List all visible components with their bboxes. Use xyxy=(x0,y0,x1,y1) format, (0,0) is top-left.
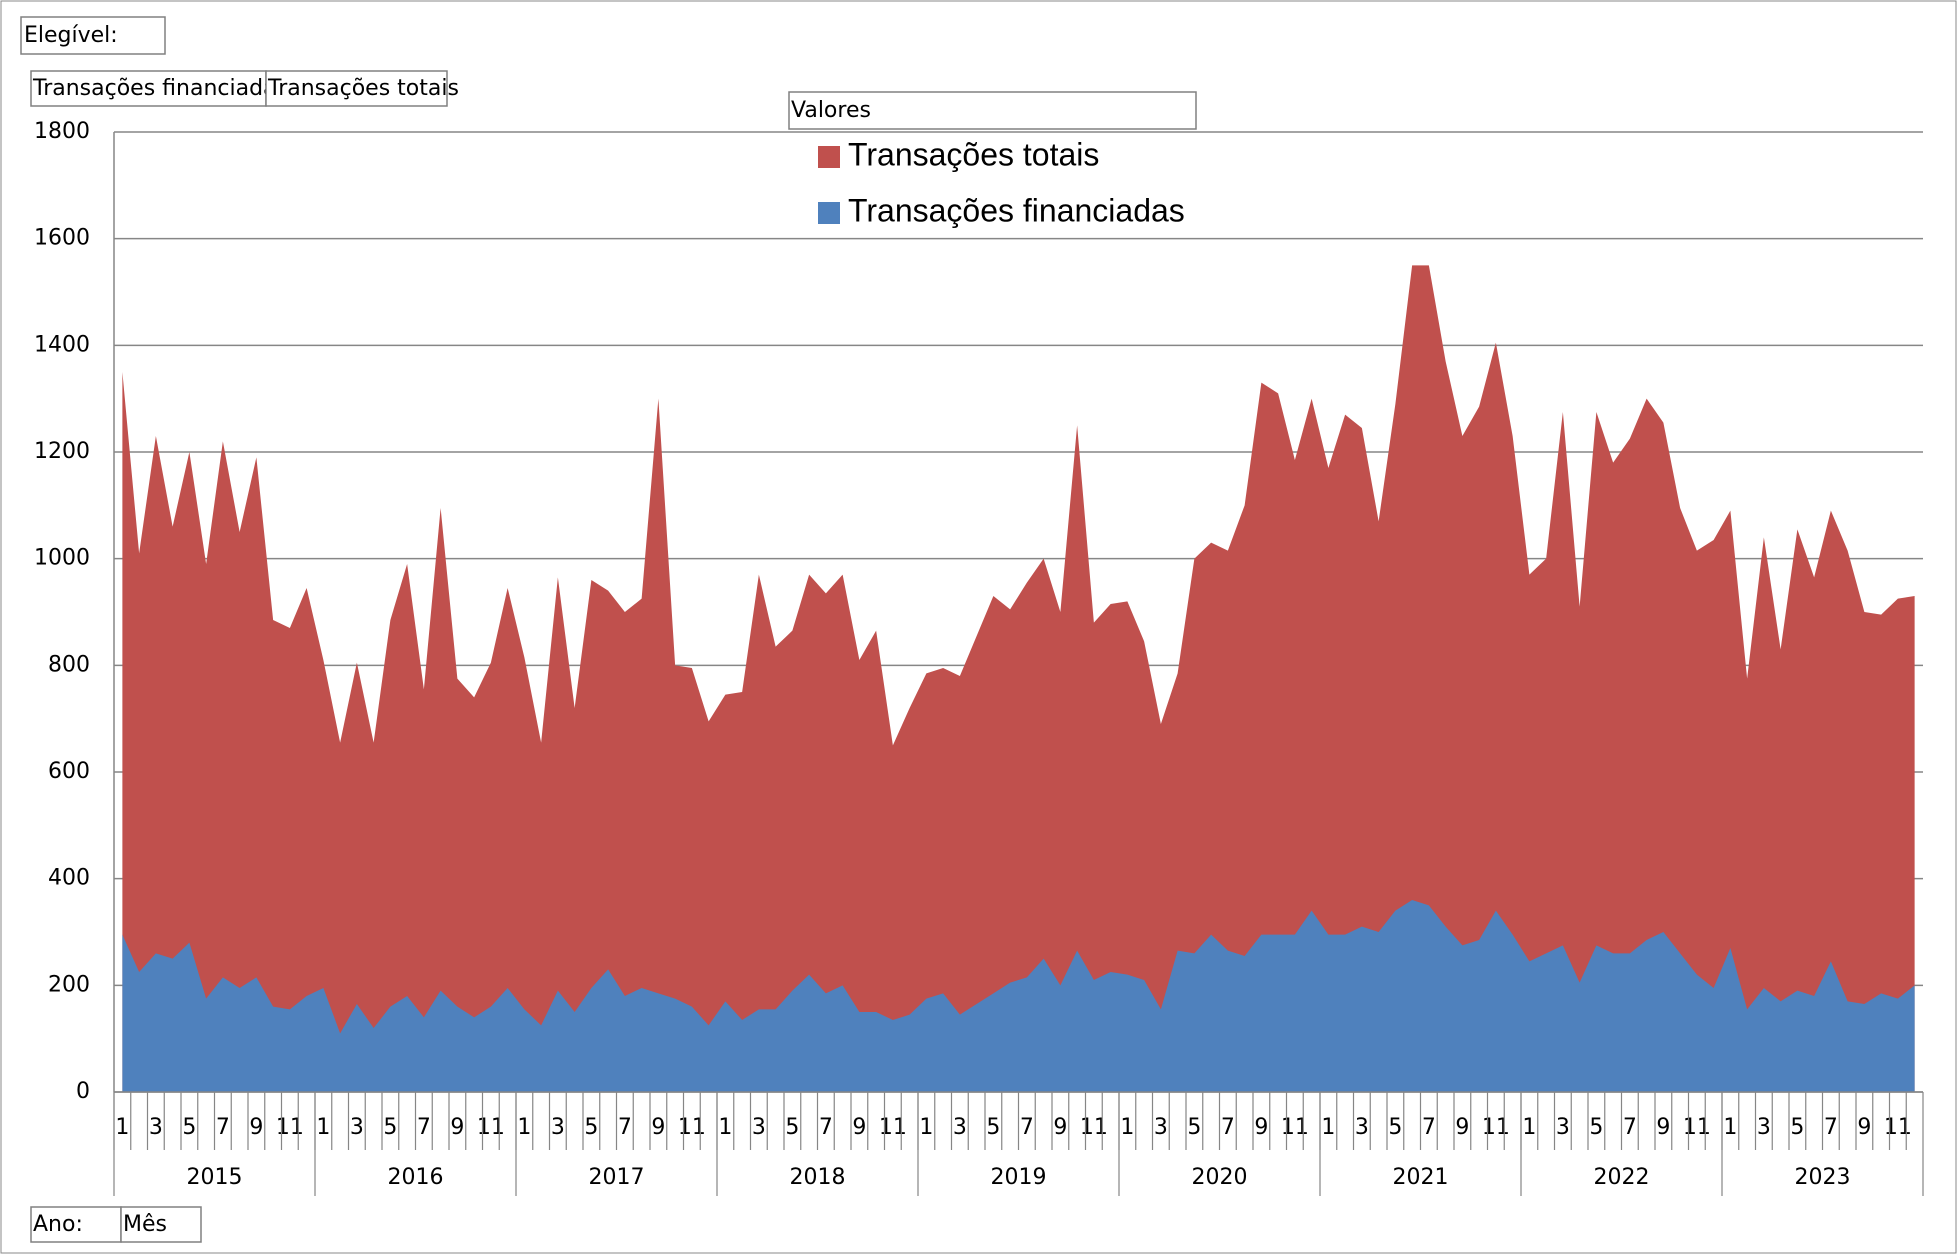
field-button[interactable] xyxy=(265,70,448,107)
x-tick-label: 11 xyxy=(1482,1115,1510,1140)
x-tick-label: 1 xyxy=(316,1115,330,1140)
x-tick-label: 11 xyxy=(1281,1115,1309,1140)
year-label: 2020 xyxy=(1192,1165,1248,1190)
y-tick-label: 400 xyxy=(48,866,90,891)
x-tick-label: 1 xyxy=(1723,1115,1737,1140)
year-label: 2023 xyxy=(1795,1165,1851,1190)
x-tick-label: 1 xyxy=(1522,1115,1536,1140)
y-tick-label: 600 xyxy=(48,759,90,784)
x-tick-label: 1 xyxy=(1321,1115,1335,1140)
x-tick-label: 9 xyxy=(1857,1115,1871,1140)
y-tick-label: 1600 xyxy=(34,226,90,251)
x-tick-label: 7 xyxy=(618,1115,632,1140)
x-tick-label: 3 xyxy=(350,1115,364,1140)
year-label: 2018 xyxy=(790,1165,846,1190)
x-tick-label: 11 xyxy=(276,1115,304,1140)
x-tick-label: 5 xyxy=(584,1115,598,1140)
x-tick-label: 7 xyxy=(819,1115,833,1140)
field-button-label: Transações financiadas xyxy=(32,76,288,101)
year-label: 2021 xyxy=(1393,1165,1449,1190)
filter-button[interactable] xyxy=(20,16,166,55)
x-tick-label: 11 xyxy=(1884,1115,1912,1140)
legend-swatch xyxy=(818,202,840,224)
y-tick-label: 1200 xyxy=(34,439,90,464)
year-label: 2022 xyxy=(1594,1165,1650,1190)
x-tick-label: 11 xyxy=(1683,1115,1711,1140)
y-tick-label: 1800 xyxy=(34,119,90,144)
axis-field-label: Ano: xyxy=(33,1212,83,1237)
x-tick-label: 9 xyxy=(651,1115,665,1140)
y-tick-label: 1000 xyxy=(34,546,90,571)
x-tick-label: 3 xyxy=(1757,1115,1771,1140)
x-tick-label: 3 xyxy=(1154,1115,1168,1140)
x-tick-label: 1 xyxy=(115,1115,129,1140)
x-tick-label: 7 xyxy=(1824,1115,1838,1140)
x-tick-label: 3 xyxy=(149,1115,163,1140)
x-tick-label: 5 xyxy=(785,1115,799,1140)
x-tick-label: 3 xyxy=(752,1115,766,1140)
x-tick-label: 9 xyxy=(1455,1115,1469,1140)
x-tick-label: 9 xyxy=(1656,1115,1670,1140)
x-tick-label: 1 xyxy=(1120,1115,1134,1140)
axis-field-label: Mês xyxy=(123,1212,167,1237)
x-tick-label: 7 xyxy=(216,1115,230,1140)
x-tick-label: 5 xyxy=(986,1115,1000,1140)
x-tick-label: 5 xyxy=(182,1115,196,1140)
x-tick-label: 5 xyxy=(383,1115,397,1140)
x-tick-label: 5 xyxy=(1187,1115,1201,1140)
x-tick-label: 9 xyxy=(1053,1115,1067,1140)
x-tick-label: 1 xyxy=(919,1115,933,1140)
area xyxy=(122,900,1915,1092)
x-tick-label: 1 xyxy=(718,1115,732,1140)
legend-label: Transações totais xyxy=(848,136,1099,172)
x-tick-label: 7 xyxy=(1623,1115,1637,1140)
x-tick-label: 9 xyxy=(1254,1115,1268,1140)
values-button[interactable] xyxy=(788,91,1197,130)
field-button-label: Transações totais xyxy=(267,76,459,101)
x-tick-label: 11 xyxy=(678,1115,706,1140)
x-tick-label: 7 xyxy=(417,1115,431,1140)
axis-field-button[interactable] xyxy=(120,1206,202,1243)
x-tick-label: 7 xyxy=(1020,1115,1034,1140)
x-tick-label: 7 xyxy=(1422,1115,1436,1140)
x-tick-label: 11 xyxy=(879,1115,907,1140)
year-label: 2019 xyxy=(991,1165,1047,1190)
x-tick-label: 11 xyxy=(477,1115,505,1140)
y-tick-label: 0 xyxy=(76,1079,90,1104)
x-tick-label: 3 xyxy=(953,1115,967,1140)
axis-field-button[interactable] xyxy=(30,1206,122,1243)
x-tick-label: 3 xyxy=(551,1115,565,1140)
x-tick-label: 9 xyxy=(450,1115,464,1140)
area xyxy=(122,265,1915,1092)
legend-label: Transações financiadas xyxy=(848,192,1185,228)
x-tick-label: 5 xyxy=(1388,1115,1402,1140)
values-label: Valores xyxy=(791,98,871,123)
x-tick-label: 9 xyxy=(852,1115,866,1140)
x-tick-label: 11 xyxy=(1080,1115,1108,1140)
x-tick-label: 7 xyxy=(1221,1115,1235,1140)
y-tick-label: 1400 xyxy=(34,332,90,357)
year-label: 2017 xyxy=(589,1165,645,1190)
x-tick-label: 3 xyxy=(1556,1115,1570,1140)
y-tick-label: 200 xyxy=(48,972,90,997)
filter-label: Elegível: xyxy=(24,23,118,48)
y-tick-label: 800 xyxy=(48,652,90,677)
legend-swatch xyxy=(818,146,840,168)
x-tick-label: 3 xyxy=(1355,1115,1369,1140)
year-label: 2015 xyxy=(187,1165,243,1190)
year-label: 2016 xyxy=(388,1165,444,1190)
x-tick-label: 5 xyxy=(1790,1115,1804,1140)
x-tick-label: 9 xyxy=(249,1115,263,1140)
x-tick-label: 1 xyxy=(517,1115,531,1140)
x-tick-label: 5 xyxy=(1589,1115,1603,1140)
field-button[interactable] xyxy=(30,70,267,107)
